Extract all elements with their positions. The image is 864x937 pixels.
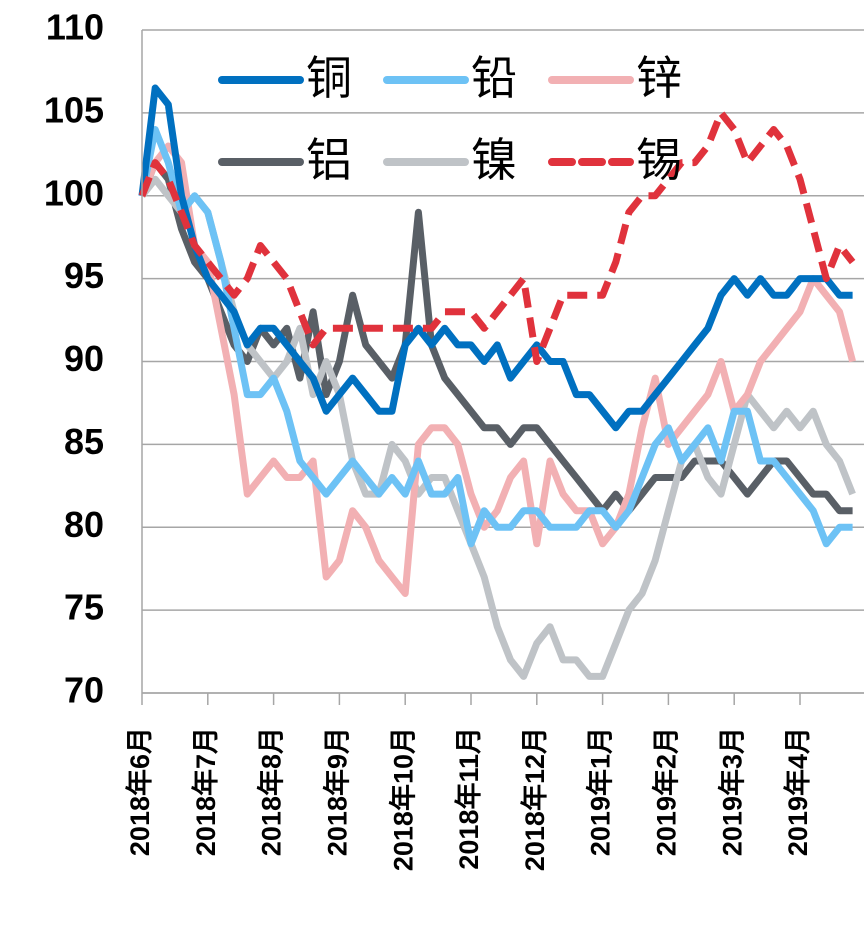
y-tick-label: 95 [64,255,104,296]
x-tick-label: 2019年1月 [585,727,616,856]
y-tick-label: 105 [44,89,104,130]
legend-label: 锡 [636,134,682,186]
x-tick-label: 2018年12月 [519,727,550,871]
y-tick-label: 100 [44,172,104,213]
legend-label: 锌 [636,52,682,104]
y-tick-label: 85 [64,421,104,462]
y-tick-label: 75 [64,587,104,628]
legend-label: 铝 [306,134,352,186]
y-tick-label: 70 [64,670,104,711]
legend: 铜 铅 锌铝 镍 锡 [218,52,682,186]
plot-area [138,84,856,680]
y-tick-label: 80 [64,504,104,545]
axes: 70 75 80 85 90 95 100 105 110 2018年6月 2018年7月 2018年… [44,7,864,871]
series-line [138,109,856,365]
x-tick-label: 2019年2月 [651,727,682,856]
legend-label: 铅 [471,52,517,104]
x-tick-label: 2019年4月 [782,727,813,856]
y-tick-label: 90 [64,338,104,379]
x-tick-label: 2018年10月 [387,727,418,871]
x-tick-label: 2018年8月 [256,727,287,856]
x-tick-label: 2018年9月 [322,727,353,856]
series-line [138,84,853,432]
series-line [138,126,853,548]
legend-label: 铜 [306,52,352,104]
y-tick-label: 110 [46,7,104,48]
series-line [139,175,856,680]
x-tick-label: 2018年6月 [124,727,155,856]
x-tick-label: 2019年3月 [716,727,747,856]
series-line [138,159,853,515]
legend-label: 镍 [471,134,517,186]
x-tick-label: 2018年11月 [453,727,484,870]
x-tick-label: 2018年7月 [190,727,221,856]
